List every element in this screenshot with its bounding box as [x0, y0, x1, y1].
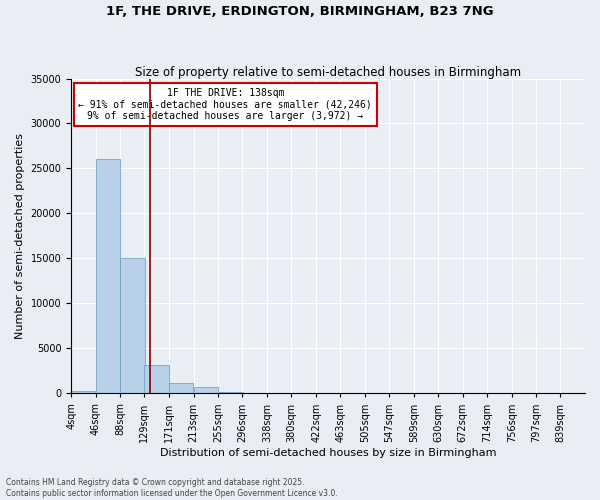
Title: Size of property relative to semi-detached houses in Birmingham: Size of property relative to semi-detach…	[135, 66, 521, 78]
Bar	[121, 258, 145, 394]
Bar	[145, 364, 169, 394]
Bar	[169, 382, 193, 394]
Text: 1F, THE DRIVE, ERDINGTON, BIRMINGHAM, B23 7NG: 1F, THE DRIVE, ERDINGTON, BIRMINGHAM, B2…	[106, 5, 494, 18]
Bar	[71, 390, 95, 394]
Bar	[96, 158, 120, 394]
Bar	[242, 392, 266, 394]
Bar	[218, 392, 242, 394]
Y-axis label: Number of semi-detached properties: Number of semi-detached properties	[15, 133, 25, 339]
Bar	[194, 387, 218, 394]
Text: Contains HM Land Registry data © Crown copyright and database right 2025.
Contai: Contains HM Land Registry data © Crown c…	[6, 478, 338, 498]
Text: 1F THE DRIVE: 138sqm
← 91% of semi-detached houses are smaller (42,246)
9% of se: 1F THE DRIVE: 138sqm ← 91% of semi-detac…	[79, 88, 372, 121]
X-axis label: Distribution of semi-detached houses by size in Birmingham: Distribution of semi-detached houses by …	[160, 448, 496, 458]
